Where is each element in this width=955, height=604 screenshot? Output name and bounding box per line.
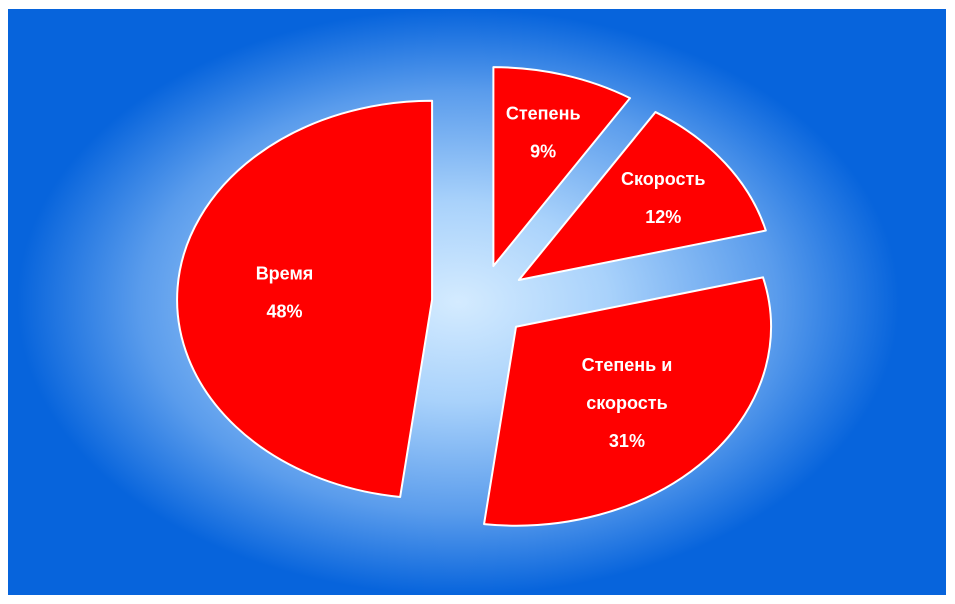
slice-percent-label-0: 9% (530, 141, 556, 161)
pie-slice-1 (517, 111, 767, 281)
chart-background (8, 9, 946, 595)
slice-category-label-2: скорость (586, 393, 667, 413)
slice-percent-label-3: 48% (266, 301, 302, 321)
slice-category-label-3: Время (256, 263, 314, 283)
slice-percent-label-2: 31% (609, 431, 645, 451)
pie-slice-0 (492, 66, 632, 268)
pie-slice-3 (176, 99, 434, 498)
slice-category-label-2: Степень и (582, 355, 673, 375)
slice-category-label-0: Степень (506, 103, 581, 123)
slice-category-label-1: Скорость (621, 169, 705, 189)
slice-percent-label-1: 12% (645, 207, 681, 227)
pie-slice-2 (483, 276, 773, 527)
